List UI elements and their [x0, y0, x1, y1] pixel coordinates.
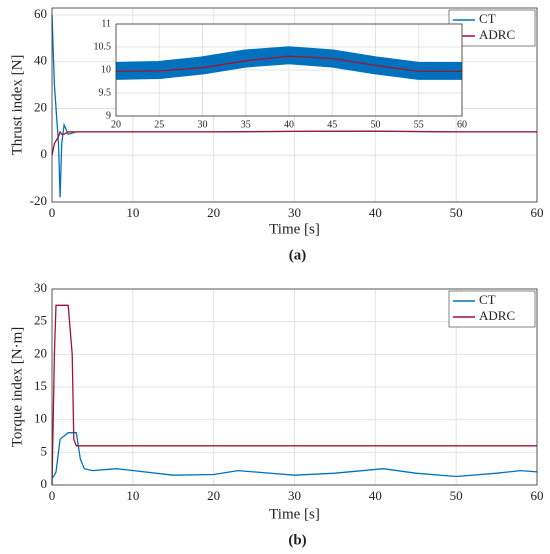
x-tick-label: 60: [457, 119, 467, 130]
x-tick-label: 60: [531, 205, 544, 220]
x-tick-label: 40: [369, 488, 382, 503]
y-tick-label: 9.5: [99, 87, 112, 98]
y-tick-label: 30: [34, 280, 47, 295]
x-tick-label: 30: [288, 488, 301, 503]
legend-box: [448, 290, 536, 328]
x-tick-label: 50: [450, 205, 463, 220]
y-tick-label: 10: [101, 64, 111, 75]
x-tick-label: 25: [154, 119, 164, 130]
x-tick-label: 50: [450, 488, 463, 503]
x-tick-label: 55: [414, 119, 424, 130]
y-tick-label: 15: [34, 378, 47, 393]
caption: (a): [289, 247, 307, 263]
y-tick-label: 25: [34, 313, 47, 328]
x-tick-label: 40: [369, 205, 382, 220]
y-tick-label: 11: [101, 18, 111, 29]
y-tick-label: 20: [34, 99, 47, 114]
legend-label: ADRC: [479, 27, 515, 42]
y-tick-label: 5: [41, 443, 48, 458]
axes-frame: [115, 23, 463, 117]
legend-label: CT: [479, 11, 496, 26]
axes-frame: [51, 288, 538, 486]
y-axis-label: Thrust index [N]: [9, 55, 25, 156]
x-tick-label: 35: [241, 119, 251, 130]
x-tick-label: 40: [284, 119, 294, 130]
x-tick-label: 60: [531, 488, 544, 503]
legend-label: ADRC: [479, 308, 515, 323]
y-tick-label: 9: [106, 110, 111, 121]
y-tick-label: 20: [34, 345, 47, 360]
axes-frame: [51, 7, 538, 203]
x-tick-label: 10: [126, 488, 139, 503]
series-line: [51, 130, 537, 156]
x-tick-label: 30: [198, 119, 208, 130]
series-line: [51, 432, 538, 479]
x-axis-label: Time [s]: [269, 506, 320, 522]
caption: (b): [288, 532, 306, 548]
x-tick-label: 50: [371, 119, 381, 130]
series-line: [51, 304, 537, 486]
y-tick-label: 0: [41, 476, 48, 491]
y-tick-label: 10: [34, 411, 47, 426]
y-tick-label: 0: [41, 146, 48, 161]
x-tick-label: 30: [288, 205, 301, 220]
x-axis-label: Time [s]: [269, 221, 320, 237]
y-tick-label: -20: [30, 193, 47, 208]
x-tick-label: 20: [207, 488, 220, 503]
y-tick-label: 10.5: [94, 41, 112, 52]
legend-label: CT: [479, 292, 496, 307]
x-tick-label: 45: [327, 119, 337, 130]
x-tick-label: 20: [111, 119, 121, 130]
series-line: [115, 55, 462, 73]
y-tick-label: 60: [34, 6, 47, 21]
x-tick-label: 0: [49, 488, 56, 503]
x-tick-label: 10: [126, 205, 139, 220]
legend-box: [448, 9, 536, 47]
x-tick-label: 0: [49, 205, 56, 220]
x-tick-label: 20: [207, 205, 220, 220]
y-axis-label: Torque index [N·m]: [9, 327, 25, 448]
y-tick-label: 40: [34, 53, 47, 68]
